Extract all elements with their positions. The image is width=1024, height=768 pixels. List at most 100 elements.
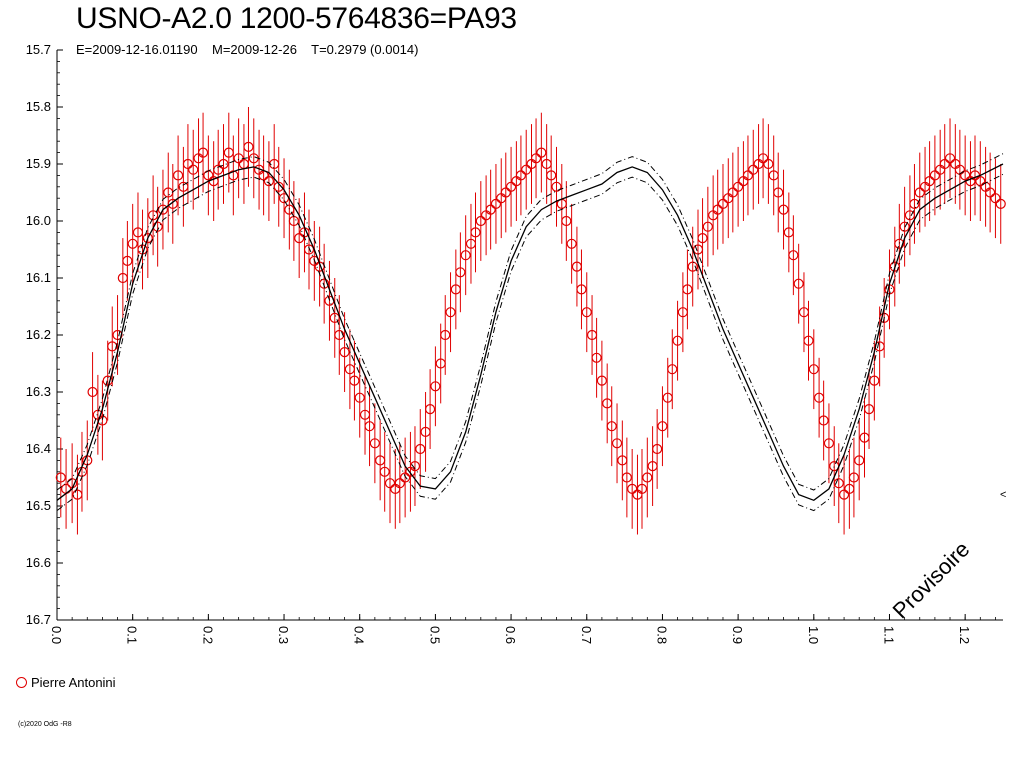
data-point [425, 404, 436, 415]
data-point [677, 307, 688, 318]
x-tick-label: 0.8 [654, 626, 669, 644]
data-point [889, 261, 900, 272]
data-point [763, 158, 774, 170]
data-point [319, 278, 330, 289]
data-point [359, 409, 371, 420]
data-point [182, 158, 194, 170]
x-tick-label: 0.7 [579, 626, 594, 644]
x-tick-label: 0.5 [427, 626, 442, 644]
data-point [672, 335, 683, 346]
y-tick-label: 15.7 [26, 42, 51, 57]
data-point [530, 153, 542, 164]
data-point [818, 415, 829, 426]
data-point [783, 227, 794, 238]
data-point [400, 472, 411, 483]
data-point [55, 472, 66, 483]
legend-marker-icon [16, 677, 27, 688]
copyright-note: (c)2020 OdG -R8 [18, 721, 72, 728]
data-point [773, 187, 784, 198]
y-tick-label: 16.7 [26, 612, 51, 627]
data-point [652, 443, 663, 455]
data-point [606, 421, 617, 432]
y-tick-label: 16.3 [26, 384, 51, 399]
fit-curve [56, 163, 1004, 502]
data-point [914, 187, 925, 198]
data-point [148, 210, 159, 221]
data-point [541, 158, 552, 170]
data-point [218, 158, 229, 170]
data-point [490, 198, 502, 209]
data-point [813, 392, 825, 403]
data-point [667, 364, 678, 375]
data-point [243, 141, 254, 152]
data-point [450, 284, 461, 295]
data-point [808, 364, 819, 375]
data-point [793, 278, 804, 289]
data-point [995, 198, 1006, 209]
data-point [394, 478, 405, 489]
data-point [273, 181, 284, 192]
data-point [445, 307, 456, 318]
data-point [97, 415, 108, 426]
chart-subtitle: E=2009-12-16.01190 M=2009-12-26 T=0.2979… [76, 42, 419, 57]
y-tick-label: 15.8 [26, 99, 51, 114]
data-point [294, 233, 305, 244]
data-point [848, 472, 860, 483]
data-point [768, 170, 779, 181]
data-point [823, 438, 835, 449]
data-point [329, 312, 340, 323]
x-tick-label: 0.4 [352, 626, 367, 644]
data-point [636, 483, 648, 494]
x-tick-label: 1.1 [881, 626, 896, 644]
data-point [364, 421, 375, 432]
data-point [415, 443, 426, 455]
data-point [167, 198, 178, 209]
data-point [349, 375, 360, 386]
data-point [435, 358, 446, 369]
data-point [687, 261, 698, 272]
chart-title: USNO-A2.0 1200-5764836=PA93 [76, 2, 517, 35]
data-point [132, 227, 144, 238]
x-tick-label: 1.0 [806, 626, 821, 644]
data-point [733, 181, 744, 192]
data-point [409, 461, 421, 472]
y-tick-label: 16.1 [26, 270, 51, 285]
data-point [727, 187, 738, 198]
fit-curves [56, 153, 1004, 512]
data-point [985, 187, 996, 198]
data-point [122, 255, 133, 266]
data-point [960, 170, 971, 181]
data-point [521, 164, 532, 175]
data-point [944, 153, 956, 164]
legend: Pierre Antonini [16, 675, 116, 690]
data-point [172, 170, 184, 181]
data-point [803, 335, 814, 346]
data-point [561, 215, 572, 227]
legend-label: Pierre Antonini [31, 675, 116, 690]
data-point [863, 404, 875, 415]
data-point [621, 472, 632, 483]
data-point [894, 238, 905, 249]
x-tick-label: 0.2 [200, 626, 215, 644]
data-point [303, 244, 315, 255]
data-point [657, 421, 668, 432]
data-point [379, 466, 390, 477]
y-tick-label: 16.6 [26, 555, 51, 570]
data-point [213, 164, 224, 175]
y-tick-label: 15.9 [26, 156, 51, 171]
data-point [904, 210, 916, 221]
data-point [375, 455, 386, 466]
data-point [975, 176, 986, 187]
data-point [929, 170, 940, 181]
fit-envelope-lower [56, 173, 1004, 512]
data-point [586, 329, 598, 341]
data-point [742, 170, 754, 181]
data-point [778, 204, 789, 215]
data-point [611, 438, 623, 449]
data-point [939, 158, 950, 170]
axis-marker: < [1000, 489, 1006, 501]
data-point [465, 238, 477, 249]
y-tick-label: 16.0 [26, 213, 51, 228]
data-point [844, 483, 855, 494]
x-tick-label: 0.0 [49, 626, 64, 644]
